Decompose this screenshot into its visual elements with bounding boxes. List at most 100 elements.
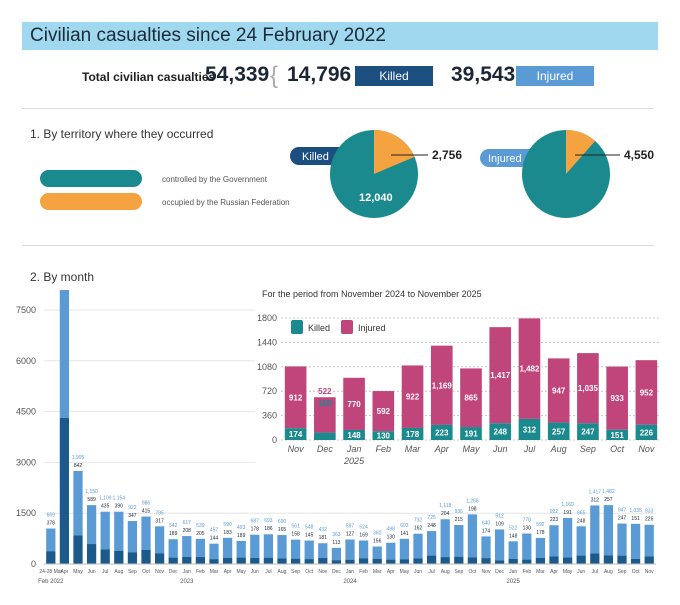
x-tick-label: Feb (522, 569, 531, 575)
pie-injured-occupied-value: 4,550 (624, 148, 654, 162)
inset-bar-injured (577, 353, 599, 424)
bar-killed (399, 559, 410, 564)
bar-killed (73, 535, 83, 564)
inset-value-injured: 922 (406, 393, 420, 402)
bar-injured (440, 519, 450, 558)
year-label: Feb 2022 (38, 579, 64, 585)
bar-killed (454, 556, 464, 564)
x-tick-label: Sep (454, 569, 463, 575)
bar-injured (86, 505, 97, 545)
x-tick-label: Jul (428, 569, 434, 575)
bar-killed (304, 559, 314, 564)
inset-value-injured: 952 (640, 388, 654, 397)
inset-x-tick-label: Apr (434, 444, 450, 454)
y-tick-label: 1500 (16, 508, 36, 518)
inset-value-killed: 174 (289, 430, 303, 439)
legend-government-label: controlled by the Government (162, 175, 267, 184)
bar-label-killed: 151 (631, 516, 640, 522)
bar-label-injured: 363 (332, 532, 341, 538)
x-tick-label: Mar (210, 569, 219, 575)
bar-injured (222, 537, 233, 558)
inset-value-injured: 912 (289, 393, 303, 402)
x-tick-label: May (73, 569, 83, 575)
bar-label-injured: 922 (128, 505, 137, 511)
inset-y-tick-label: 360 (262, 411, 277, 421)
bar-injured (182, 536, 192, 557)
bar-label-killed: 215 (455, 517, 464, 523)
bar-injured (386, 542, 396, 560)
bar-label-injured: 687 (251, 519, 260, 525)
bar-killed (413, 558, 423, 564)
bar-label-killed: 208 (183, 528, 192, 534)
bar-label-killed: 178 (251, 527, 260, 533)
x-tick-label: Jan (346, 569, 354, 575)
bar-label-killed: 248 (427, 523, 436, 529)
x-tick-label: Oct (469, 569, 477, 575)
bar-injured (127, 521, 138, 553)
bar-killed (59, 417, 70, 564)
inset-bar-injured (518, 318, 541, 419)
bar-killed (358, 558, 369, 564)
bar-label-injured: 617 (183, 520, 192, 526)
bar-label-killed: 189 (237, 533, 246, 539)
inset-legend-killed-label: Killed (308, 323, 330, 333)
inset-bar-killed (547, 422, 570, 440)
x-tick-label: Jul (265, 569, 271, 575)
bar-killed (617, 555, 627, 564)
bar-label-injured: 865 (577, 510, 586, 516)
inset-legend-injured-label: Injured (358, 323, 386, 333)
bar-killed (426, 555, 437, 564)
pie-killed-occupied-slice (374, 130, 415, 174)
year-label: 2025 (507, 579, 521, 585)
x-tick-label: Feb (196, 569, 205, 575)
bar-label-killed: 317 (155, 518, 164, 524)
bar-label-injured: 693 (264, 518, 273, 524)
brace-icon: { (270, 62, 279, 89)
x-tick-label: Jun (414, 569, 422, 575)
bar-injured (522, 533, 532, 560)
bar-label-killed: 144 (210, 536, 219, 542)
bar-killed (535, 557, 546, 564)
bar-label-killed: 169 (359, 533, 368, 539)
x-tick-label: Dec (169, 569, 178, 575)
bar-label-killed: 183 (223, 530, 232, 536)
bar-label-injured: 1,154 (113, 496, 126, 502)
inset-value-injured: 1,417 (490, 371, 511, 380)
inset-bar-injured (489, 327, 512, 424)
inset-bar-injured (547, 358, 570, 423)
bar-label-injured: 922 (550, 509, 559, 515)
bar-injured (549, 525, 559, 557)
bar-label-killed: 842 (74, 463, 83, 469)
bar-label-injured: 360 (373, 531, 382, 537)
x-tick-label: Jun (251, 569, 259, 575)
x-tick-label: Apr (224, 569, 232, 575)
bar-label-injured: 725 (427, 515, 436, 521)
x-tick-label: Sep (618, 569, 627, 575)
bar-label-killed: 435 (101, 504, 110, 510)
inset-value-injured: 592 (377, 407, 391, 416)
bar-killed (494, 560, 505, 564)
x-tick-label: Aug (604, 569, 613, 575)
bar-label-killed: 145 (305, 533, 314, 539)
inset-value-killed: 247 (581, 428, 595, 437)
inset-y-tick-label: 720 (262, 386, 277, 396)
bar-label-injured: 432 (319, 527, 328, 533)
bar-killed (481, 558, 491, 564)
bar-killed (86, 544, 97, 564)
inset-bar-killed (401, 427, 424, 440)
inset-value-injured: 947 (552, 386, 566, 395)
inset-bar-killed (460, 427, 482, 440)
bar-injured (250, 534, 260, 558)
bar-label-killed: 165 (278, 527, 287, 533)
page-title: Civilian casualties since 24 February 20… (22, 22, 658, 50)
y-tick-label: 7500 (16, 305, 36, 315)
bar-injured (290, 539, 301, 559)
bar-killed (372, 558, 382, 564)
bar-injured (154, 526, 165, 554)
bar-label-injured: 1,482 (602, 489, 615, 495)
bar-label-injured: 498 (387, 527, 396, 533)
x-tick-label: Apr (61, 569, 69, 575)
inset-value-killed: 148 (347, 431, 361, 440)
y-tick-label: 0 (31, 559, 36, 569)
inset-value-killed: 151 (610, 431, 624, 440)
